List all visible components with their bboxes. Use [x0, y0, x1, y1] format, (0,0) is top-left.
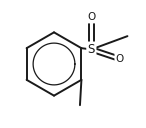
Text: S: S — [88, 43, 95, 56]
Text: O: O — [87, 12, 95, 22]
Text: O: O — [116, 54, 124, 64]
